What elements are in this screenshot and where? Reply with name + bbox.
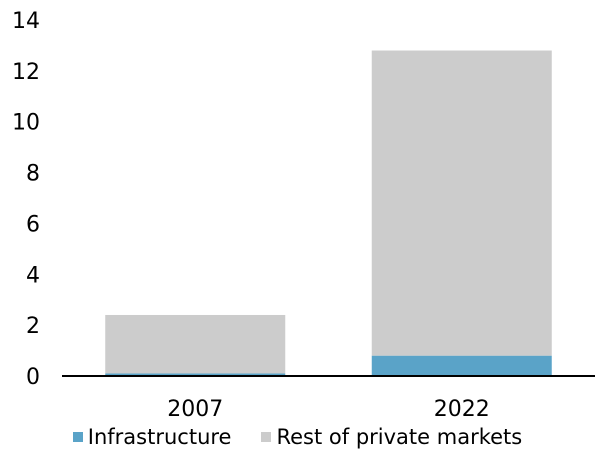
bar-infrastructure-2022 xyxy=(371,355,552,376)
y-tick-label: 12 xyxy=(12,60,40,85)
y-tick-label: 6 xyxy=(26,212,40,237)
x-tick-label: 2022 xyxy=(434,397,490,422)
x-tick-label: 2007 xyxy=(167,397,223,422)
legend: Infrastructure Rest of private markets xyxy=(0,424,595,450)
y-tick-label: 10 xyxy=(12,111,40,136)
legend-label-infrastructure: Infrastructure xyxy=(87,425,232,449)
bar-chart: 0 2 4 6 8 10 12 14 2007 2022 xyxy=(12,9,595,422)
bar-rest-of-private-markets-2022 xyxy=(371,50,552,356)
legend-swatch-rest-of-private-markets xyxy=(261,432,272,442)
legend-item-rest-of-private-markets: Rest of private markets xyxy=(261,424,522,450)
bar-rest-of-private-markets-2007 xyxy=(105,314,286,374)
y-tick-label: 0 xyxy=(26,365,40,390)
y-tick-label: 2 xyxy=(26,314,40,339)
legend-label-rest-of-private-markets: Rest of private markets xyxy=(276,425,523,449)
legend-item-infrastructure: Infrastructure xyxy=(72,424,232,450)
legend-swatch-infrastructure xyxy=(72,432,83,442)
y-tick-label: 8 xyxy=(26,162,40,187)
y-tick-label: 14 xyxy=(12,9,40,34)
y-tick-label: 4 xyxy=(26,263,40,288)
bar-infrastructure-2007 xyxy=(105,373,286,376)
